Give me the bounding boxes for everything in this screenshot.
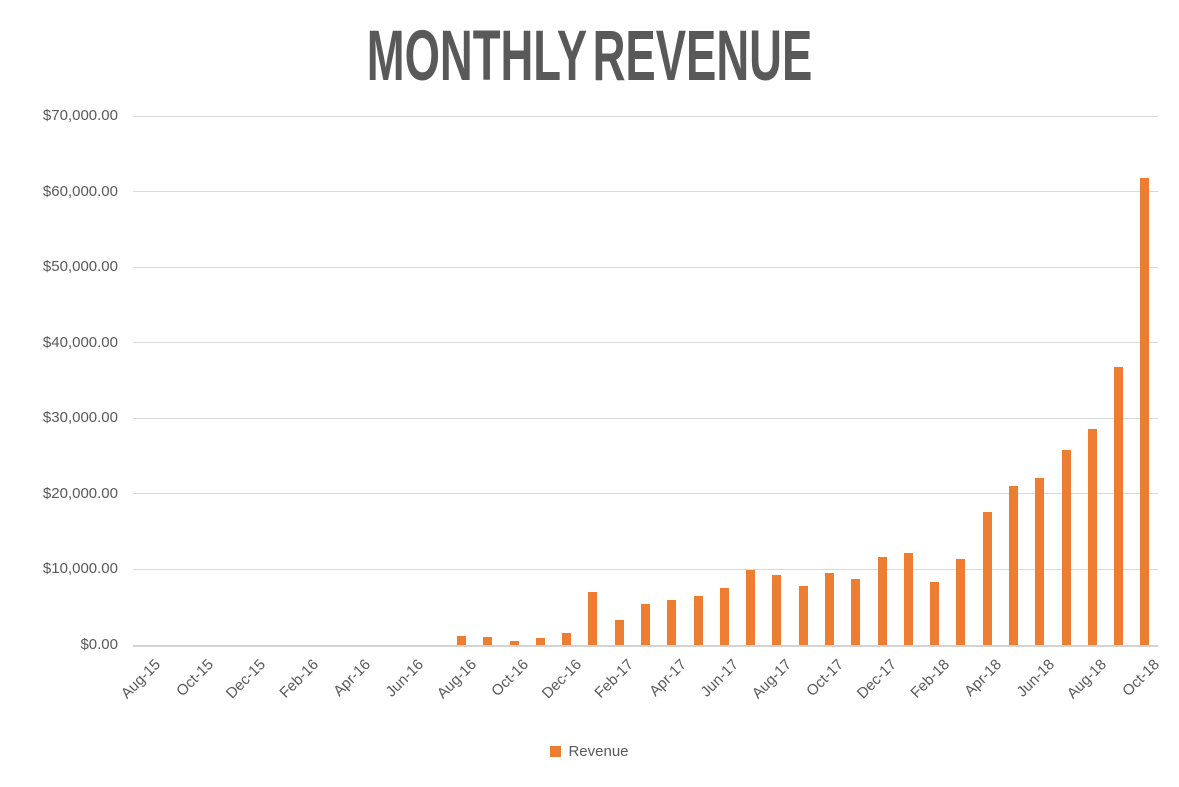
x-tick-label: Jun-17: [697, 656, 743, 701]
x-tick-label: Aug-16: [433, 656, 480, 703]
x-tick-label: Apr-17: [645, 656, 690, 700]
x-tick-label: Oct-15: [172, 656, 217, 700]
gridline: [133, 191, 1158, 193]
gridline: [133, 342, 1158, 344]
x-tick-label: Aug-15: [117, 656, 165, 703]
bar-Jul-17: [746, 570, 756, 645]
bar-Dec-16: [562, 632, 572, 645]
bar-Dec-17: [877, 557, 887, 645]
bar-Aug-18: [1087, 428, 1097, 645]
x-tick-label: Feb-16: [276, 656, 322, 702]
bar-Aug-17: [772, 574, 782, 645]
legend-swatch-revenue: [550, 746, 562, 757]
gridline: [133, 115, 1158, 117]
gridline: [133, 417, 1158, 419]
y-tick-label: $60,000.00: [42, 182, 118, 200]
bar-Jun-18: [1035, 478, 1045, 645]
bar-Jun-17: [719, 587, 729, 645]
bar-Feb-18: [930, 582, 940, 645]
gridline: [133, 493, 1158, 495]
x-tick-label: Jun-16: [382, 656, 427, 701]
bar-Mar-17: [641, 604, 650, 645]
x-tick-label: Feb-17: [591, 656, 638, 702]
bar-Oct-16: [509, 640, 519, 645]
bar-Nov-16: [535, 638, 545, 645]
x-tick-label: Feb-18: [906, 656, 953, 702]
x-tick-label: Oct-17: [803, 656, 848, 700]
y-tick-label: $50,000.00: [42, 258, 118, 276]
x-tick-label: Aug-17: [748, 656, 795, 703]
x-tick-label: Dec-15: [223, 656, 270, 703]
x-tick-label: Apr-16: [330, 656, 375, 700]
x-axis-line: [133, 645, 1158, 647]
bar-Jan-17: [588, 592, 598, 645]
gridline: [133, 266, 1158, 268]
x-tick-label: Dec-16: [538, 656, 585, 703]
bar-May-17: [693, 595, 703, 645]
legend: Revenue: [0, 743, 1179, 760]
bar-May-18: [1008, 486, 1018, 645]
y-tick-label: $20,000.00: [42, 484, 118, 502]
bar-Mar-18: [956, 558, 966, 645]
bar-Oct-18: [1140, 178, 1150, 645]
bar-Apr-18: [982, 512, 992, 645]
x-tick-label: Oct-18: [1119, 656, 1163, 700]
x-tick-label: Oct-16: [488, 656, 533, 700]
bar-Jul-18: [1061, 450, 1071, 645]
bar-Feb-17: [614, 620, 624, 645]
x-tick-label: Dec-17: [853, 656, 901, 703]
y-tick-label: $30,000.00: [42, 409, 118, 427]
bar-Apr-17: [667, 599, 677, 645]
bar-Oct-17: [825, 573, 834, 645]
gridline: [133, 568, 1158, 570]
y-tick-label: $70,000.00: [42, 107, 118, 124]
bar-Sep-16: [483, 637, 493, 645]
chart-title: MONTHLY REVENUE: [366, 17, 813, 96]
x-tick-label: Apr-18: [961, 656, 1006, 700]
x-tick-label: Jun-18: [1013, 656, 1058, 701]
y-tick-label: $10,000.00: [42, 560, 118, 578]
bar-Aug-16: [457, 635, 466, 645]
y-tick-label: $0.00: [80, 636, 118, 653]
y-tick-label: $40,000.00: [42, 333, 118, 351]
bar-Sep-18: [1114, 366, 1124, 645]
bar-Nov-17: [851, 579, 861, 645]
x-tick-label: Aug-18: [1064, 656, 1111, 703]
bar-Jan-18: [903, 552, 913, 645]
bar-Sep-17: [798, 586, 808, 645]
legend-label: Revenue: [568, 743, 629, 760]
